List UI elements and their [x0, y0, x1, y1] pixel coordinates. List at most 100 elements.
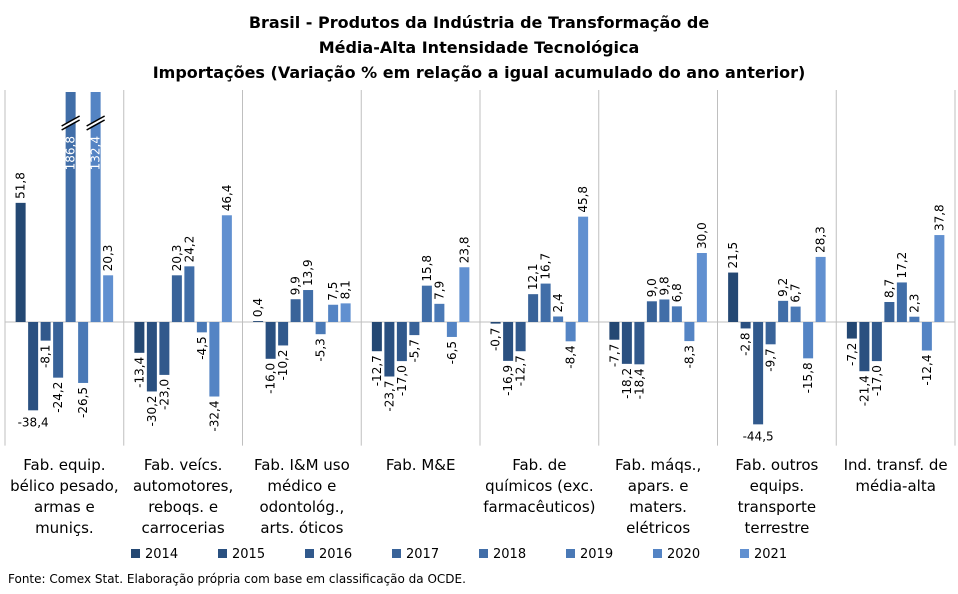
- value-label: 0,4: [251, 298, 265, 317]
- axis-break: [86, 119, 105, 131]
- category-label: Fab. M&E: [385, 456, 456, 474]
- bar: [803, 322, 814, 359]
- legend-label: 2016: [319, 547, 352, 562]
- bar: [740, 322, 751, 329]
- value-label: -16,0: [264, 363, 278, 394]
- bar: [528, 294, 539, 322]
- category-label: Fab. veícs. automotores, reboqs. e carro…: [132, 456, 234, 537]
- category-label: Fab. I&M uso médico e odontológ., arts. …: [253, 456, 350, 537]
- value-label: -21,4: [857, 375, 871, 406]
- bar: [384, 322, 395, 377]
- value-label: 2,4: [551, 293, 565, 312]
- legend-label: 2014: [145, 547, 178, 562]
- legend-swatch: [479, 549, 488, 558]
- value-label: -9,7: [764, 348, 778, 371]
- value-label: -2,8: [739, 332, 753, 355]
- value-label: -32,4: [207, 401, 221, 432]
- bar: [146, 322, 157, 392]
- value-label: 9,8: [657, 276, 671, 295]
- value-label: -30,2: [145, 395, 159, 426]
- chart-title: Importações (Variação % em relação a igu…: [153, 63, 806, 82]
- value-label: 37,8: [932, 204, 946, 231]
- bar: [290, 299, 301, 322]
- value-label: -26,5: [76, 387, 90, 418]
- value-label: -0,7: [489, 328, 503, 351]
- legend-label: 2018: [493, 547, 526, 562]
- bar: [578, 216, 589, 322]
- value-label: 45,8: [576, 186, 590, 213]
- value-label: 20,3: [101, 245, 115, 272]
- legend-swatch: [131, 549, 140, 558]
- value-label: -17,0: [870, 365, 884, 396]
- bar: [634, 322, 645, 365]
- bar: [778, 300, 789, 322]
- value-label: 30,0: [695, 222, 709, 249]
- value-label: -16,9: [501, 365, 515, 396]
- value-label: 6,7: [789, 283, 803, 302]
- chart-title: Brasil - Produtos da Indústria de Transf…: [249, 13, 710, 32]
- value-label: -38,4: [18, 415, 49, 429]
- bar: [728, 272, 739, 322]
- bar: [621, 322, 632, 364]
- bar: [553, 316, 564, 322]
- value-label: -7,2: [845, 343, 859, 366]
- bar: [28, 322, 39, 411]
- bar: [303, 290, 314, 322]
- legend-swatch: [566, 549, 575, 558]
- bar: [859, 322, 870, 372]
- bar: [40, 322, 51, 341]
- value-label: 6,8: [670, 283, 684, 302]
- bar: [490, 322, 501, 324]
- bar: [846, 322, 857, 339]
- value-label: -5,3: [314, 338, 328, 361]
- bar: [53, 322, 64, 378]
- bar: [671, 306, 682, 322]
- value-label: -12,4: [920, 355, 934, 386]
- value-label: -12,7: [370, 355, 384, 386]
- value-label: 9,2: [776, 278, 790, 297]
- bar: [459, 267, 470, 322]
- value-label: 186,8: [64, 136, 78, 170]
- bar: [503, 322, 514, 361]
- bar: [934, 235, 945, 322]
- value-label: 51,8: [14, 172, 28, 199]
- bar: [221, 215, 232, 322]
- value-label: 17,2: [895, 252, 909, 279]
- category-label: Fab. máqs., apars. e maters. elétricos: [615, 456, 702, 537]
- bar: [884, 301, 895, 322]
- value-label: 7,9: [432, 281, 446, 300]
- value-label: -10,2: [276, 349, 290, 380]
- value-label: 16,7: [539, 253, 553, 280]
- value-label: -17,0: [395, 365, 409, 396]
- bar: [909, 316, 920, 322]
- value-label: 15,8: [420, 255, 434, 282]
- bar: [609, 322, 620, 340]
- value-label: 28,3: [814, 226, 828, 253]
- value-label: -8,3: [682, 345, 696, 368]
- value-label: -24,2: [51, 382, 65, 413]
- bar: [184, 266, 195, 322]
- bar: [103, 275, 114, 322]
- bar: [265, 322, 276, 359]
- value-label: -8,4: [564, 345, 578, 368]
- bar: [209, 322, 220, 397]
- value-label: -23,0: [157, 379, 171, 410]
- value-label: -44,5: [743, 429, 774, 443]
- value-label: 8,1: [339, 280, 353, 299]
- value-label: 9,9: [289, 276, 303, 295]
- category-label: Ind. transf. de média-alta: [843, 456, 948, 495]
- legend-label: 2021: [754, 547, 787, 562]
- source: Fonte: Comex Stat. Elaboração própria co…: [8, 572, 466, 586]
- bar: [790, 306, 801, 322]
- legend-swatch: [740, 549, 749, 558]
- value-label: 46,4: [220, 185, 234, 212]
- bar: [765, 322, 776, 345]
- bar: [565, 322, 576, 342]
- value-label: 9,0: [645, 278, 659, 297]
- value-label: -18,4: [632, 368, 646, 399]
- bar: [646, 301, 657, 322]
- bar: [340, 303, 351, 322]
- bar: [328, 304, 339, 322]
